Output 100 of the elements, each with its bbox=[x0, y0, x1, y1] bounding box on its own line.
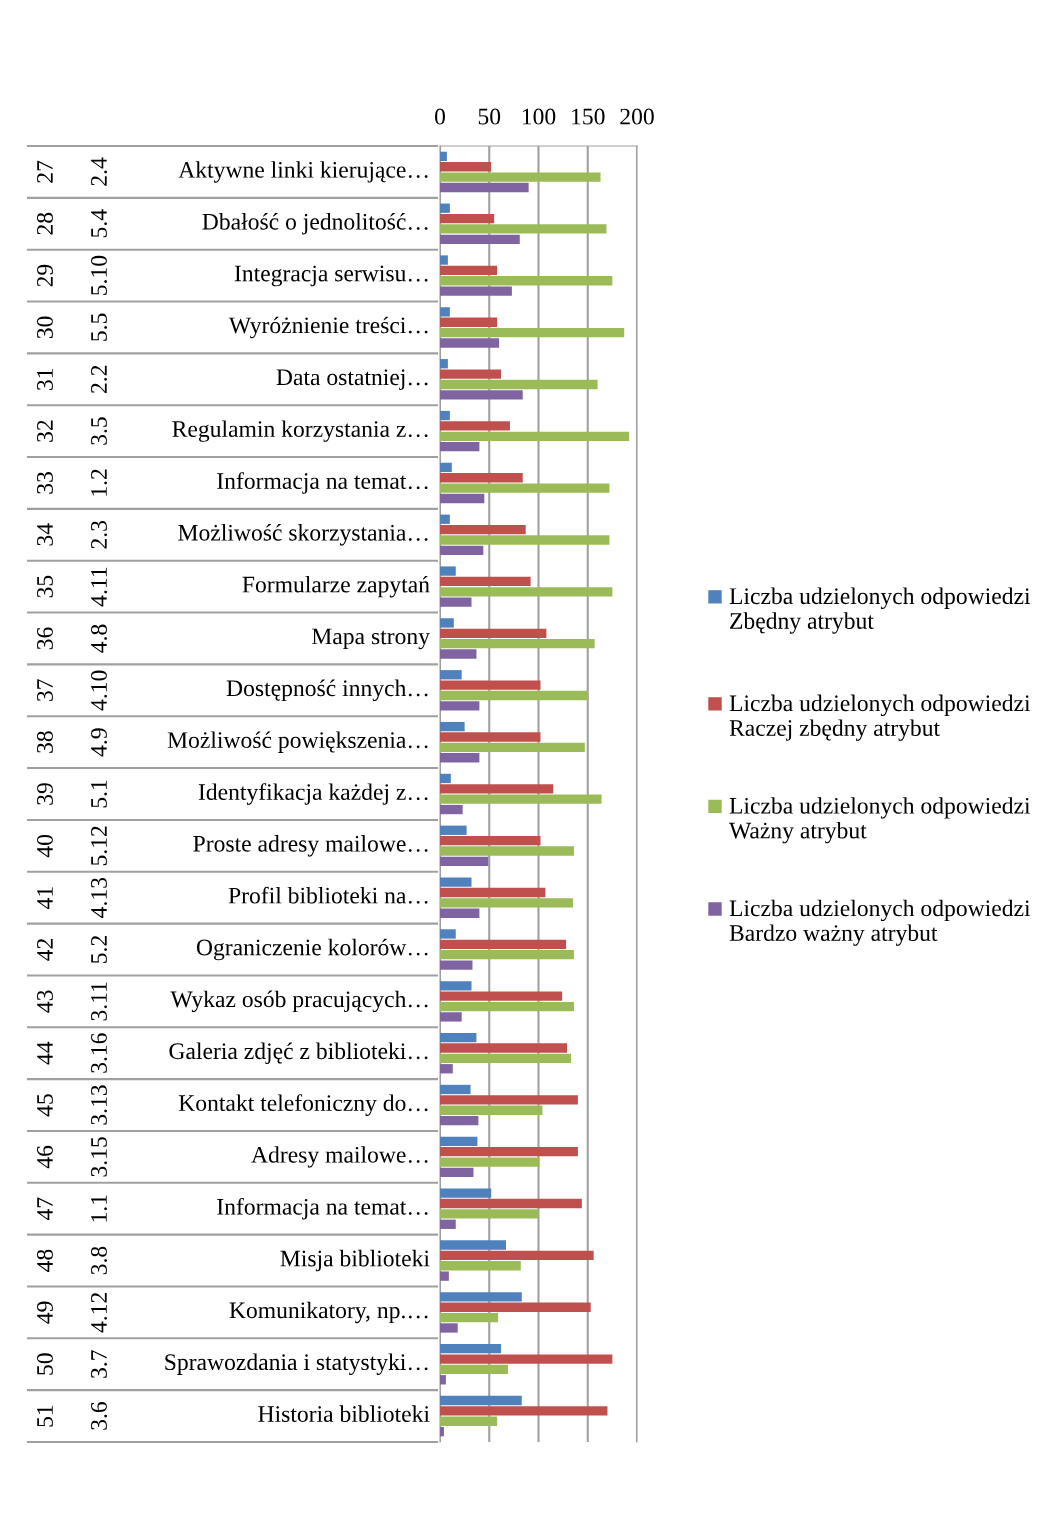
category-label: 36 bbox=[37, 627, 53, 650]
bar bbox=[440, 1064, 453, 1074]
legend-label: Liczba udzielonych odpowiedzi Ważny atrybut bbox=[729, 797, 1031, 844]
category-label: Misja biblioteki bbox=[280, 1249, 430, 1272]
bar bbox=[440, 1188, 492, 1198]
bar bbox=[440, 628, 547, 638]
category-label: 4.13 bbox=[91, 877, 108, 918]
bar bbox=[440, 1375, 446, 1385]
bar bbox=[440, 514, 450, 524]
bar bbox=[440, 1364, 508, 1375]
category-label: 3.11 bbox=[91, 982, 108, 1021]
category-label: 49 bbox=[37, 1301, 53, 1324]
category-label: 4.8 bbox=[90, 624, 108, 653]
bar bbox=[440, 473, 523, 483]
bar bbox=[440, 1105, 543, 1115]
bar bbox=[440, 721, 465, 732]
category-label: 1.2 bbox=[91, 469, 108, 496]
category-label: 2.2 bbox=[91, 365, 108, 393]
bar bbox=[440, 442, 480, 452]
bar bbox=[440, 255, 448, 265]
category-label: 48 bbox=[36, 1249, 53, 1272]
bar bbox=[440, 431, 630, 441]
category-label: 2.4 bbox=[91, 157, 108, 186]
category-label: 1.1 bbox=[91, 1195, 108, 1222]
bar bbox=[440, 846, 574, 856]
category-label: Data ostatniej… bbox=[276, 369, 428, 390]
category-label: 28 bbox=[36, 212, 53, 235]
category-label: 5.1 bbox=[91, 780, 108, 808]
bar bbox=[440, 939, 567, 949]
category-label: 3.6 bbox=[91, 1402, 108, 1430]
bar bbox=[440, 784, 554, 794]
category-label: Sprawozdania i statystyki… bbox=[165, 1353, 428, 1375]
bar bbox=[440, 1012, 462, 1022]
bar bbox=[440, 1292, 522, 1302]
legend-label: Liczba udzielonych odpowiedzi Raczej zbędny atrybut bbox=[729, 694, 1031, 741]
bar bbox=[440, 172, 601, 182]
bar bbox=[440, 576, 531, 587]
category-label: 44 bbox=[37, 1041, 53, 1065]
category-label: Możliwość powiększenia… bbox=[167, 731, 428, 753]
bar bbox=[440, 898, 573, 908]
bar bbox=[440, 950, 574, 960]
category-label: 29 bbox=[37, 264, 53, 287]
bar bbox=[440, 835, 541, 846]
category-label: 3.7 bbox=[91, 1350, 108, 1378]
category-label: 39 bbox=[37, 783, 53, 805]
bar bbox=[440, 1344, 502, 1354]
bar bbox=[440, 1250, 594, 1261]
category-label: Informacja na temat… bbox=[217, 472, 428, 494]
bar bbox=[440, 182, 529, 193]
bar bbox=[440, 1053, 571, 1064]
bar bbox=[440, 1406, 608, 1416]
category-label: 33 bbox=[37, 472, 53, 494]
bar bbox=[440, 1240, 506, 1250]
bar bbox=[440, 566, 456, 576]
bar bbox=[440, 773, 451, 784]
legend-label: Liczba udzielonych odpowiedzi Zbędny atrybut bbox=[729, 587, 1031, 634]
bar bbox=[440, 276, 613, 286]
bar bbox=[440, 825, 467, 835]
category-label: 5.2 bbox=[91, 936, 108, 963]
category-label: 5.4 bbox=[91, 209, 108, 238]
bar bbox=[440, 359, 448, 369]
bar bbox=[440, 753, 480, 763]
bar bbox=[440, 1095, 578, 1105]
category-label: 5.5 bbox=[91, 313, 108, 341]
category-label: 27 bbox=[37, 160, 53, 183]
category-label: Galeria zdjęć z biblioteki… bbox=[169, 1042, 428, 1064]
category-label: 4.9 bbox=[91, 728, 108, 757]
category-label: Formularze zapytań bbox=[242, 575, 430, 598]
bar bbox=[440, 960, 473, 970]
category-label: 41 bbox=[37, 887, 53, 910]
bar bbox=[440, 1302, 591, 1312]
bar bbox=[440, 307, 450, 317]
category-label: 45 bbox=[37, 1094, 53, 1117]
bar bbox=[440, 1157, 540, 1167]
category-label: Komunikatory, np.… bbox=[229, 1301, 428, 1324]
category-label: 3.5 bbox=[91, 417, 108, 445]
category-label: Adresy mailowe… bbox=[251, 1146, 428, 1168]
bar bbox=[440, 1136, 478, 1146]
bar bbox=[440, 618, 454, 628]
bar bbox=[440, 929, 456, 939]
category-label: 50 bbox=[36, 1353, 53, 1375]
category-label: 43 bbox=[37, 990, 53, 1013]
category-label: Informacja na temat… bbox=[217, 1197, 428, 1220]
category-label: 37 bbox=[37, 679, 53, 701]
category-label: 2.3 bbox=[91, 520, 108, 549]
bar bbox=[440, 856, 489, 867]
category-label: 5.10 bbox=[90, 255, 108, 295]
bar bbox=[440, 1115, 479, 1126]
bar bbox=[440, 369, 502, 379]
category-label: Wyróżnienie treści… bbox=[228, 316, 428, 339]
category-label: 31 bbox=[37, 368, 53, 390]
bar bbox=[440, 794, 602, 804]
bar bbox=[440, 690, 588, 701]
bar bbox=[440, 742, 585, 753]
x-tick-label: 200 bbox=[620, 108, 654, 125]
bar bbox=[440, 1426, 444, 1437]
category-label: Dbałość o jednolitość… bbox=[202, 213, 428, 235]
category-label: Identyfikacja każdej z… bbox=[198, 783, 428, 805]
bar bbox=[440, 379, 598, 390]
x-tick-label: 100 bbox=[522, 108, 556, 125]
